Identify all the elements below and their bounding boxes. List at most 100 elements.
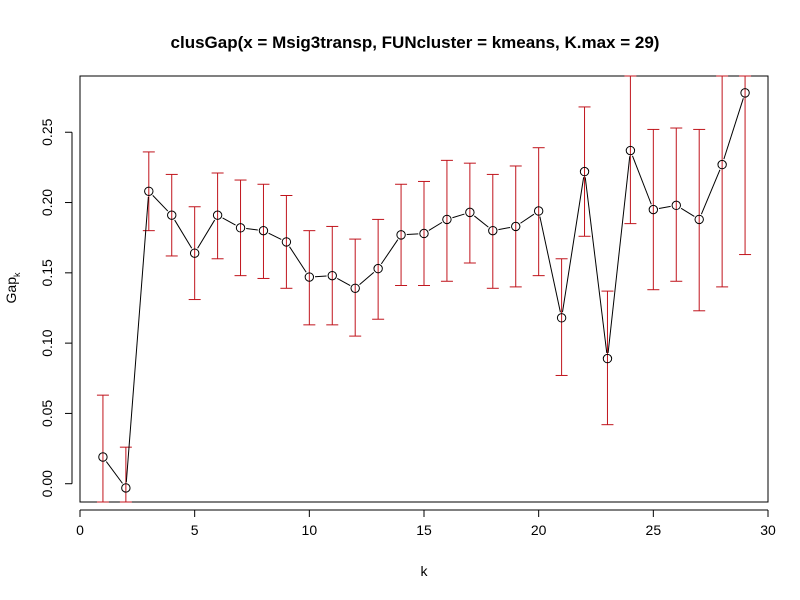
y-axis: 0.00 0.05 0.10 0.15 0.20 0.25 <box>39 118 73 497</box>
series-segment <box>406 233 419 236</box>
series-segment <box>197 219 216 249</box>
data-point <box>98 452 108 462</box>
error-bar <box>119 446 132 503</box>
series-segment <box>631 155 652 205</box>
x-axis: 0 5 10 15 20 25 30 <box>76 509 776 538</box>
series-segment <box>268 232 282 240</box>
y-tick-label: 0.25 <box>39 118 55 145</box>
data-point <box>167 210 177 220</box>
error-bar <box>280 195 293 289</box>
data-point <box>281 237 292 247</box>
y-axis-label: Gapk <box>3 272 22 303</box>
error-bar <box>647 128 660 291</box>
series-segment <box>174 219 193 249</box>
series-segment <box>105 461 123 484</box>
series-segment <box>380 239 399 265</box>
y-axis-label-main: Gap <box>3 277 19 304</box>
y-tick-label: 0.20 <box>39 189 55 216</box>
x-tick-label: 0 <box>76 522 84 538</box>
data-point <box>373 263 383 274</box>
y-tick-label: 0.05 <box>39 400 55 427</box>
series-segment <box>658 205 671 210</box>
error-bar <box>257 183 270 279</box>
error-bar <box>326 225 339 326</box>
x-axis-label: k <box>421 563 429 579</box>
error-bar <box>716 75 729 288</box>
series-segment <box>452 213 465 219</box>
data-point <box>671 200 681 211</box>
series-segment <box>539 216 561 313</box>
plot-area <box>79 75 769 503</box>
data-point <box>488 225 498 236</box>
error-bar <box>211 172 224 260</box>
data-point <box>740 88 750 98</box>
data-point <box>717 159 727 170</box>
series-segment <box>289 246 307 273</box>
data-point <box>121 483 131 493</box>
y-tick-label: 0.10 <box>39 329 55 356</box>
series-gap <box>98 88 750 493</box>
series-segment <box>607 156 631 353</box>
data-point <box>579 166 590 177</box>
series-segment <box>314 275 327 278</box>
y-tick-label: 0.00 <box>39 470 55 497</box>
error-bar <box>555 258 568 376</box>
data-point <box>465 207 475 218</box>
series-segment <box>428 221 443 231</box>
error-bar <box>234 179 247 277</box>
series-segment <box>474 215 489 228</box>
data-point <box>511 221 521 232</box>
error-bar <box>509 165 522 288</box>
error-bar <box>349 238 362 337</box>
error-bar <box>96 394 109 503</box>
y-tick-label: 0.15 <box>39 259 55 286</box>
data-point <box>556 313 567 323</box>
error-bar <box>486 173 499 289</box>
data-point <box>625 145 636 156</box>
series-segment <box>125 196 149 483</box>
data-point <box>419 228 429 239</box>
error-bar <box>395 183 408 286</box>
data-point <box>694 214 704 225</box>
data-point <box>304 272 315 282</box>
chart-title: clusGap(x = Msig3transp, FUNcluster = km… <box>171 33 660 52</box>
data-point <box>648 204 659 215</box>
data-point <box>533 206 544 216</box>
error-bar <box>624 75 637 225</box>
error-bar <box>372 218 385 320</box>
error-bars <box>96 75 752 503</box>
series-segment <box>520 213 535 224</box>
error-bar <box>303 230 316 326</box>
x-tick-label: 20 <box>531 522 547 538</box>
x-tick-label: 25 <box>646 522 662 538</box>
error-bar <box>142 151 155 232</box>
data-point <box>212 210 223 220</box>
error-bar <box>418 180 430 286</box>
data-point <box>258 225 269 236</box>
x-tick-label: 30 <box>760 522 776 538</box>
x-tick-label: 15 <box>416 522 432 538</box>
series-segment <box>152 195 169 212</box>
series-segment <box>359 271 375 285</box>
error-bar <box>601 290 614 426</box>
series-segment <box>723 98 744 160</box>
error-bar <box>670 127 683 282</box>
error-bar <box>463 162 476 264</box>
data-point <box>327 270 337 281</box>
data-point <box>144 186 154 196</box>
series-segment <box>246 228 258 231</box>
series-segment <box>222 217 236 226</box>
x-tick-label: 5 <box>191 522 199 538</box>
data-point <box>235 223 246 233</box>
series-segment <box>700 169 721 215</box>
error-bar <box>165 173 178 257</box>
error-bar <box>578 106 591 237</box>
data-point <box>442 214 452 225</box>
x-tick-label: 10 <box>302 522 318 538</box>
series-segment <box>561 177 585 313</box>
data-point <box>396 230 406 240</box>
series-segment <box>498 226 511 231</box>
series-segment <box>584 177 608 353</box>
error-bar <box>693 128 706 312</box>
